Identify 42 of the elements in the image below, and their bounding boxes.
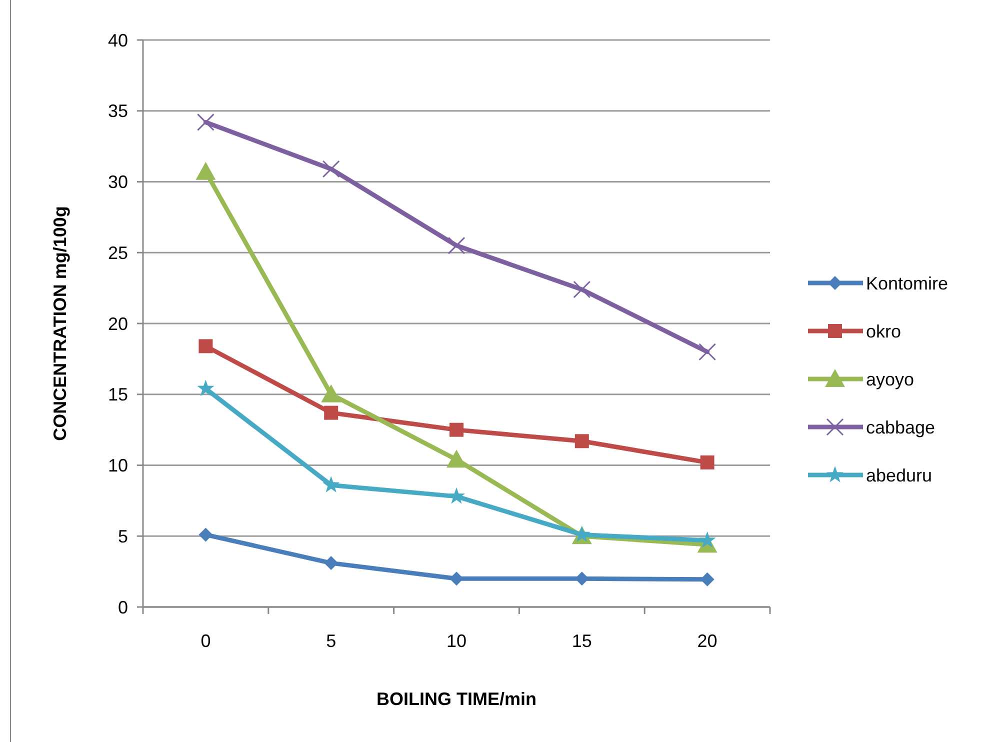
point: [698, 531, 716, 548]
point: [196, 113, 214, 131]
x-axis-title: BOILING TIME/min: [376, 689, 536, 709]
y-tick-label: 30: [108, 172, 128, 192]
point: [324, 556, 338, 570]
point: [448, 236, 466, 254]
point: [574, 434, 589, 448]
point: [322, 476, 340, 492]
x-tick-label: 20: [697, 631, 718, 651]
legend-label: Kontomire: [866, 273, 948, 294]
legend-label: okro: [866, 321, 902, 342]
y-tick-label: 0: [118, 597, 128, 618]
point: [446, 450, 466, 468]
point: [197, 380, 214, 396]
x-tick-label: 15: [572, 631, 592, 651]
y-tick-label: 10: [108, 456, 128, 476]
point: [700, 455, 714, 470]
point: [698, 343, 716, 361]
point: [450, 572, 464, 586]
point: [573, 280, 591, 298]
x-tick-label: 0: [200, 631, 211, 651]
point: [198, 528, 213, 542]
point: [448, 487, 466, 504]
x-tick-label: 5: [326, 631, 336, 651]
point: [322, 160, 340, 178]
point: [196, 162, 216, 180]
legend-label: ayoyo: [866, 369, 914, 390]
y-tick-label: 35: [108, 101, 128, 122]
y-tick-label: 20: [108, 314, 128, 334]
y-tick-label: 5: [118, 526, 128, 546]
point: [321, 384, 342, 402]
y-axis-title: CONCENTRATION mg/100g: [50, 206, 70, 441]
y-tick-label: 15: [108, 384, 128, 405]
x-tick-label: 10: [446, 631, 467, 651]
point: [198, 339, 213, 354]
point: [700, 572, 714, 586]
y-tick-label: 40: [108, 30, 128, 50]
point: [450, 422, 464, 437]
y-tick-label: 25: [108, 242, 128, 263]
legend-label: cabbage: [866, 417, 936, 438]
point: [324, 406, 338, 420]
legend-label: abeduru: [866, 465, 932, 486]
